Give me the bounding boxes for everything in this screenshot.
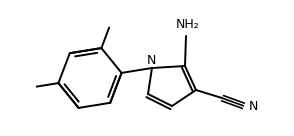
Text: N: N [248, 100, 258, 112]
Text: N: N [146, 53, 156, 67]
Text: NH₂: NH₂ [176, 18, 200, 32]
